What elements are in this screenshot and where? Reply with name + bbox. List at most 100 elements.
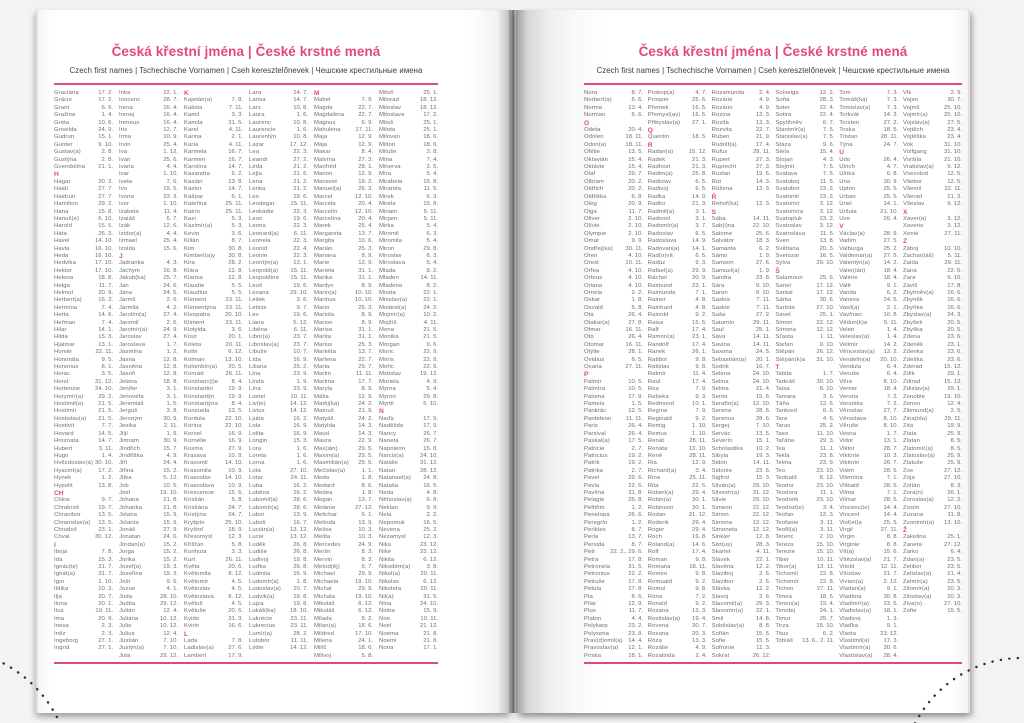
name-row: Olga 11. 7. — [584, 209, 643, 216]
name-day-date: 29. 9. — [692, 267, 707, 274]
name-row: Vlaďka 9. 1. — [839, 623, 898, 630]
name-row: Verner 18. 4. — [839, 386, 898, 393]
name-day-date: 2. 4. — [759, 90, 771, 96]
name-day-date: 18. 12. — [419, 97, 438, 104]
name-day-date: 19. 3. — [755, 452, 771, 459]
given-name: Patricius — [584, 452, 608, 459]
name-day-date: 6. 3. — [426, 252, 438, 259]
name-day-date: 22. 10. — [224, 415, 243, 422]
name-day-date: 29. 5. — [358, 460, 373, 467]
name-day-date: 21. 7. — [883, 571, 899, 578]
name-day-date: 3. 7. — [695, 223, 707, 230]
given-name: Lenka — [249, 186, 266, 193]
name-day-date: 1. 10. — [692, 430, 707, 437]
given-name: Izidor(a) — [119, 230, 142, 237]
name-day-date: 22. 3. — [293, 223, 308, 230]
given-name: Teodor — [775, 482, 795, 489]
name-row: Iva 1. 12. — [119, 149, 178, 156]
name-day-date: 12. 3. — [423, 534, 438, 541]
name-row: Metod(ěj) 5. 7. — [314, 564, 373, 571]
name-row: Sibyla 19. 3. — [712, 453, 771, 460]
given-name: Ingrid — [54, 645, 70, 652]
name-row: Job 10. 5. — [119, 483, 178, 490]
given-name: Saša — [711, 312, 726, 319]
given-name: Otomar — [584, 341, 605, 348]
name-row: Ingeborg 27. 1. — [54, 638, 113, 645]
name-day-date: 1. 9. — [296, 378, 308, 385]
given-name: Raul — [647, 378, 661, 385]
name-row: Šantal 17. 12. — [775, 290, 834, 297]
given-name: Rozamunda — [711, 90, 745, 96]
given-name: Jaroslava — [119, 341, 146, 348]
given-name: Ludiše — [249, 549, 267, 556]
name-row: Miranda 11. 5. — [379, 186, 438, 193]
name-day-date: 28. 3. — [755, 541, 771, 548]
given-name: Raisa — [647, 319, 664, 326]
name-row: Herbert(a) 16. 3. — [54, 297, 113, 304]
name-row: Nela 2. 2. — [379, 512, 438, 519]
given-name: Rainer — [647, 297, 666, 304]
given-name: Paskal(a) — [584, 438, 610, 445]
name-row: Timon(a) 19. 4. — [775, 601, 834, 608]
given-name: Kornélie — [184, 438, 207, 445]
name-day-date: 16. 5. — [423, 482, 438, 489]
given-name: Vlk — [902, 90, 912, 96]
name-row: Velimír 14. 2. — [839, 342, 898, 349]
name-day-date: 30. 7. — [947, 97, 962, 104]
given-name: Zoltán — [902, 482, 920, 489]
name-day-date: 17. 8. — [628, 556, 643, 563]
name-day-date: 2. 11. — [163, 423, 178, 430]
name-row: Mildred 17. 10. — [314, 631, 373, 638]
given-name: Luběna — [249, 489, 270, 496]
name-row: Kunhuta 3. 3. — [184, 549, 243, 556]
given-name: Radan(a) — [647, 149, 674, 156]
name-day-date: 25. 2. — [883, 245, 899, 252]
name-day-date: 2. 1. — [886, 304, 899, 311]
name-row: Zdeněk 23. 1. — [903, 342, 962, 349]
given-name: Jasněna — [119, 364, 142, 371]
name-row: Chranibor 13. 5. — [54, 512, 113, 519]
given-name: Miluše — [379, 149, 397, 156]
given-name: Rita — [647, 482, 659, 489]
given-name: Lejla — [249, 171, 262, 178]
name-day-date: 7. 9. — [361, 97, 373, 104]
given-name: Marita — [314, 334, 331, 341]
given-name: Havla — [54, 245, 70, 252]
name-row: Magnus 6. 9. — [314, 120, 373, 127]
name-day-date: 6. 8. — [426, 497, 438, 504]
given-name: Jiljí — [119, 430, 129, 437]
name-day-date: 27. 3. — [755, 156, 771, 163]
name-day-date: 20. 11. — [225, 341, 243, 348]
name-day-date: 23. 10. — [816, 467, 835, 474]
given-name: Slávka — [711, 586, 730, 593]
name-column: M Mabel 7. 9. Magda 22. 7. Magdaléna 22. 7. Mag… — [314, 90, 373, 660]
given-name: Miloslava — [379, 112, 405, 119]
name-row: Záviš 17. 8. — [903, 283, 962, 290]
name-row: Klement 23. 11. — [184, 297, 243, 304]
name-row: Solveiga 12. 2. — [775, 90, 834, 97]
given-name: Moric — [379, 349, 394, 356]
given-name: Mirabela — [379, 178, 403, 185]
given-name: Vok — [902, 141, 914, 148]
given-name: Kasián — [184, 178, 203, 185]
given-name: Marek — [314, 223, 331, 230]
name-row: Klotylda 3. 6. — [184, 327, 243, 334]
given-name: Marcela — [314, 201, 336, 208]
given-name: Uršula — [839, 208, 857, 215]
name-row: Lumír(a) 28. 2. — [249, 631, 308, 638]
name-day-date: 26. 8. — [293, 549, 308, 556]
name-day-date: 2. 8. — [101, 156, 113, 163]
name-row: Miloslav 18. 12. — [379, 105, 438, 112]
name-row: Melánie 27. 12. — [314, 505, 373, 512]
name-row: Zdirad 15. 12. — [903, 379, 962, 386]
given-name: Slaviboj — [711, 571, 734, 578]
name-row: Otakar(a) 27. 8. — [584, 320, 643, 327]
name-row: Horác 3. 5. — [54, 371, 113, 378]
given-name: Myron — [379, 393, 396, 400]
given-name: Martin — [314, 371, 331, 378]
name-day-date: 20. 1. — [228, 334, 243, 341]
name-day-date: 14. 9. — [692, 193, 707, 200]
name-row: Ondřej(ka) 30. 11. — [584, 246, 643, 253]
name-day-date: 18. 6. — [358, 623, 373, 630]
given-name: Sibyla — [711, 452, 729, 459]
